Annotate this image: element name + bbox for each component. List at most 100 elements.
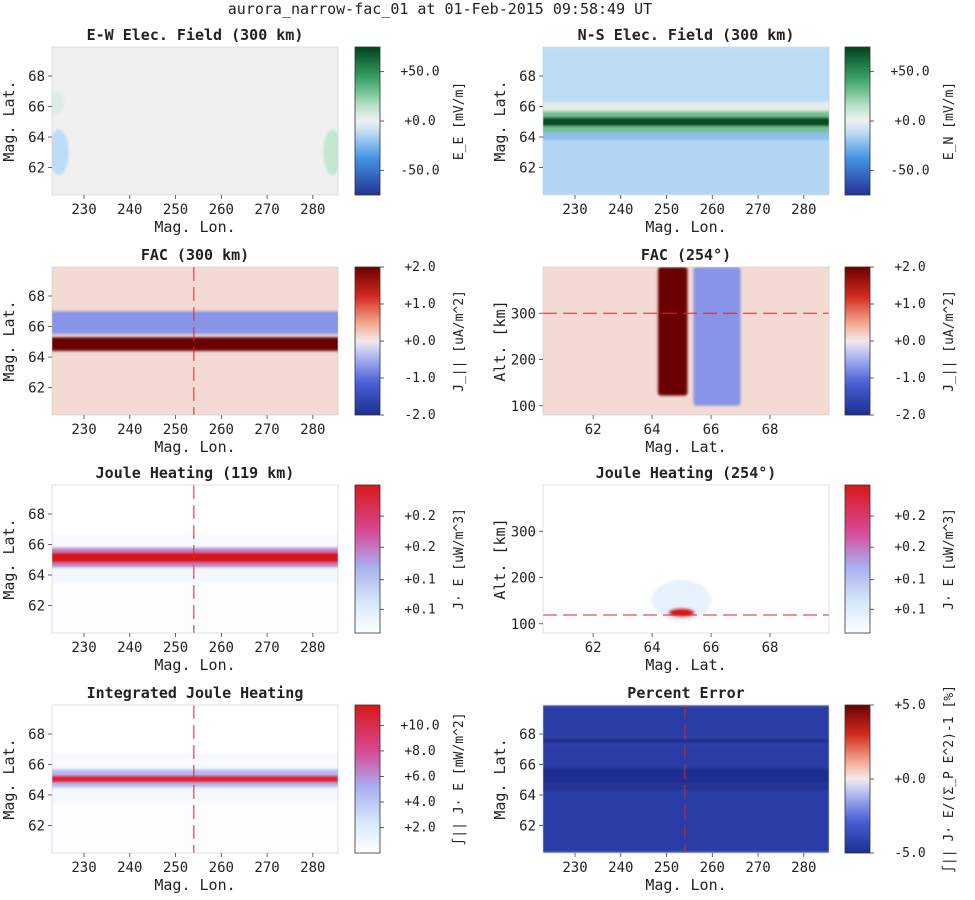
x-tick-label: 62 — [585, 422, 602, 438]
y-tick-label: 300 — [511, 524, 536, 540]
x-tick-label: 230 — [562, 202, 587, 218]
x-tick-label: 230 — [71, 640, 96, 656]
heatmap-band — [543, 140, 829, 195]
heatmap-band — [543, 101, 829, 112]
colorbar-tick-label: +2.0 — [404, 820, 435, 835]
colorbar-tick-label: +2.0 — [404, 260, 435, 275]
axes-frame — [542, 266, 830, 416]
y-tick-label: 62 — [28, 161, 45, 177]
y-axis-label: Alt. [km] — [491, 518, 509, 599]
y-tick-label: 66 — [28, 758, 45, 774]
plot-area — [52, 267, 338, 415]
colorbar-tick-label: +0.0 — [404, 114, 435, 129]
x-tick-label: 240 — [117, 422, 142, 438]
x-tick-label: 270 — [745, 202, 770, 218]
axes-frame — [51, 704, 339, 854]
heatmap-band — [543, 47, 829, 102]
heatmap-spot — [652, 579, 712, 622]
panel-pct_error: Percent Error 230 240 250 260 270 280 62 64 66 68 M… — [491, 684, 957, 894]
colorbar-tick-label: +0.0 — [894, 334, 925, 349]
y-tick-label: 64 — [28, 568, 45, 584]
heatmap-band — [52, 769, 338, 776]
panel-ew_field: E-W Elec. Field (300 km) 230 240 250 260 270 2… — [0, 26, 467, 236]
x-tick-label: 260 — [700, 202, 725, 218]
colorbar-tick-label: +2.0 — [894, 260, 925, 275]
panel-title: FAC (300 km) — [141, 246, 249, 264]
x-tick-label: 250 — [163, 422, 188, 438]
x-tick-label: 280 — [791, 202, 816, 218]
x-tick-label: 280 — [300, 422, 325, 438]
x-tick-label: 240 — [117, 640, 142, 656]
colorbar-tick-label: +1.0 — [894, 297, 925, 312]
colorbar-tick-label: +0.1 — [404, 573, 435, 588]
y-tick-label: 64 — [28, 350, 45, 366]
x-tick-label: 260 — [209, 860, 234, 876]
heatmap-band — [52, 562, 338, 568]
y-tick-label: 66 — [28, 100, 45, 116]
colorbar-tick-label: +0.1 — [894, 573, 925, 588]
colorbar-tick-label: -1.0 — [894, 371, 925, 386]
panel-title: N-S Elec. Field (300 km) — [578, 26, 795, 44]
heatmap-band — [543, 117, 829, 127]
y-tick-label: 200 — [511, 353, 536, 369]
heatmap-patch — [323, 129, 338, 176]
plot-area — [543, 705, 829, 853]
panel-fac_slice: FAC (254°) 62 64 66 68 100 200 300 Mag. Lat. Alt.… — [491, 246, 957, 456]
x-tick-label: 240 — [117, 860, 142, 876]
colorbar-tick-label: +50.0 — [890, 65, 929, 80]
colorbar-tick-label: +0.0 — [404, 334, 435, 349]
panel-title: Integrated Joule Heating — [87, 684, 304, 702]
colorbar-tick-label: +0.2 — [404, 509, 435, 524]
y-axis-label: Mag. Lat. — [0, 300, 18, 381]
colorbar-tick-label: +0.2 — [894, 509, 925, 524]
x-tick-label: 280 — [300, 860, 325, 876]
colorbar — [844, 704, 871, 854]
panel-ns_field: N-S Elec. Field (300 km) 230 240 250 260 270 2… — [491, 26, 957, 236]
x-tick-label: 270 — [254, 422, 279, 438]
heatmap-band — [543, 111, 829, 118]
colorbar — [354, 266, 381, 416]
y-tick-label: 66 — [28, 320, 45, 336]
x-tick-label: 260 — [209, 422, 234, 438]
panel-fac_map: FAC (300 km) 230 240 250 260 270 280 62 64 66 68 Ma… — [0, 246, 467, 456]
panel-int_joule: Integrated Joule Heating 230 240 250 260 270 2… — [0, 684, 467, 894]
colorbar — [354, 704, 381, 854]
heatmap-band — [543, 743, 829, 768]
colorbar-tick-label: -50.0 — [400, 163, 439, 178]
y-tick-label: 100 — [511, 399, 536, 415]
axes-frame — [51, 266, 339, 416]
x-tick-label: 250 — [654, 860, 679, 876]
heatmap-band — [543, 790, 829, 853]
x-tick-label: 62 — [585, 640, 602, 656]
x-tick-label: 230 — [71, 860, 96, 876]
y-tick-label: 68 — [28, 289, 45, 305]
y-tick-label: 62 — [28, 599, 45, 615]
colorbar-tick-label: +4.0 — [404, 795, 435, 810]
x-tick-label: 230 — [71, 422, 96, 438]
y-tick-label: 64 — [519, 788, 536, 804]
colorbar — [844, 46, 871, 196]
colorbar — [844, 266, 871, 416]
heatmap-band — [52, 547, 338, 553]
colorbar-label: ∫|| J· E [mW/m^2] — [451, 712, 467, 845]
colorbar-tick-label: +0.1 — [894, 602, 925, 617]
x-tick-label: 68 — [762, 422, 779, 438]
x-tick-label: 230 — [71, 202, 96, 218]
colorbar-tick-label: -2.0 — [894, 408, 925, 423]
x-tick-label: 64 — [644, 422, 661, 438]
colorbar — [354, 46, 381, 196]
x-tick-label: 250 — [163, 202, 188, 218]
heatmap-band — [543, 126, 829, 133]
heatmap-band — [52, 775, 338, 783]
heatmap-column — [693, 267, 741, 406]
x-tick-label: 230 — [562, 860, 587, 876]
heatmap-band — [52, 705, 338, 753]
y-tick-label: 64 — [28, 788, 45, 804]
heatmap-band — [543, 767, 829, 785]
figure-suptitle: aurora_narrow-fac_01 at 01-Feb-2015 09:5… — [228, 0, 652, 18]
plot-area — [52, 705, 338, 853]
x-tick-label: 270 — [254, 202, 279, 218]
heatmap-band — [543, 737, 829, 744]
y-tick-label: 62 — [28, 819, 45, 835]
